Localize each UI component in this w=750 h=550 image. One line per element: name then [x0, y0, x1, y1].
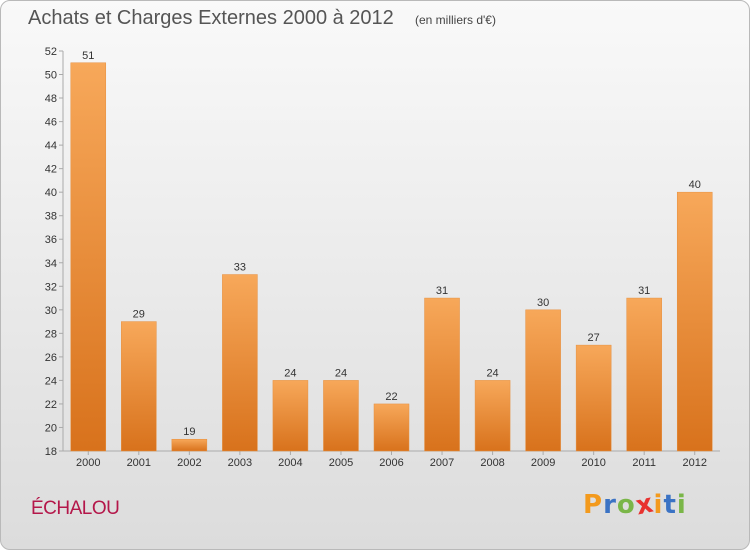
logo-letter: t	[663, 490, 677, 520]
bar-2008	[474, 380, 511, 452]
y-tick-label: 48	[45, 93, 57, 105]
x-tick-label: 2003	[228, 457, 252, 469]
bar-value-label: 29	[133, 309, 145, 321]
bar-2001	[121, 321, 157, 452]
bar-value-label: 27	[588, 332, 600, 344]
x-tick-label: 2002	[177, 457, 201, 469]
bar-value-label: 22	[385, 391, 397, 403]
y-tick-label: 42	[45, 164, 57, 176]
commune-name: ÉCHALOU	[31, 498, 120, 519]
x-tick-label: 2005	[329, 457, 353, 469]
y-tick-label: 44	[45, 140, 57, 152]
x-tick-label: 2009	[531, 457, 555, 469]
y-tick-label: 28	[45, 328, 57, 340]
bar-value-label: 31	[436, 285, 448, 297]
logo-letter: r	[603, 490, 617, 520]
chart-subtitle: (en milliers d'€)	[415, 13, 496, 27]
bar-value-label: 24	[284, 367, 296, 379]
y-tick-label: 24	[45, 375, 57, 387]
bar-2007	[424, 297, 460, 452]
bar-value-label: 24	[486, 367, 498, 379]
bar-2004	[272, 380, 309, 452]
y-tick-label: 22	[45, 399, 57, 411]
bar-2012	[676, 191, 713, 452]
bar-value-label: 33	[234, 262, 246, 274]
y-tick-label: 32	[45, 281, 57, 293]
y-tick-label: 46	[45, 117, 57, 129]
y-tick-label: 40	[45, 187, 57, 199]
logo-letter: o	[616, 490, 636, 520]
bar-value-label: 19	[183, 426, 195, 438]
y-tick-label: 50	[45, 70, 57, 82]
y-tick-label: 26	[45, 352, 57, 364]
x-tick-label: 2000	[76, 457, 100, 469]
bar-value-label: 24	[335, 367, 347, 379]
bar-value-label: 40	[689, 179, 701, 191]
bar-value-label: 30	[537, 297, 549, 309]
bar-2003	[222, 274, 258, 452]
bar-2002	[171, 438, 208, 452]
y-tick-label: 34	[45, 258, 57, 270]
x-tick-label: 2012	[682, 457, 706, 469]
logo-letter: i	[676, 490, 687, 520]
x-tick-label: 2001	[127, 457, 151, 469]
bar-value-label: 31	[638, 285, 650, 297]
y-tick-label: 18	[45, 446, 57, 458]
y-tick-label: 20	[45, 422, 57, 434]
bar-2000	[70, 62, 107, 452]
x-tick-label: 2006	[379, 457, 403, 469]
y-tick-label: 36	[45, 234, 57, 246]
bar-2006	[373, 403, 410, 452]
y-tick-label: 30	[45, 305, 57, 317]
bar-2011	[626, 297, 662, 452]
logo-letter: i	[653, 490, 664, 520]
x-tick-label: 2010	[581, 457, 605, 469]
x-tick-label: 2008	[480, 457, 504, 469]
y-tick-label: 52	[45, 46, 57, 58]
bar-2010	[575, 344, 612, 452]
logo-letter: P	[583, 490, 604, 520]
x-tick-label: 2011	[632, 457, 656, 469]
y-tick-label: 38	[45, 211, 57, 223]
chart-title: Achats et Charges Externes 2000 à 2012	[28, 7, 394, 29]
proxiti-logo[interactable]: Proxiti	[583, 488, 687, 521]
x-tick-label: 2007	[430, 457, 454, 469]
x-tick-label: 2004	[278, 457, 302, 469]
bar-2009	[525, 309, 561, 452]
bar-value-label: 51	[82, 50, 94, 62]
bar-2005	[323, 380, 359, 452]
